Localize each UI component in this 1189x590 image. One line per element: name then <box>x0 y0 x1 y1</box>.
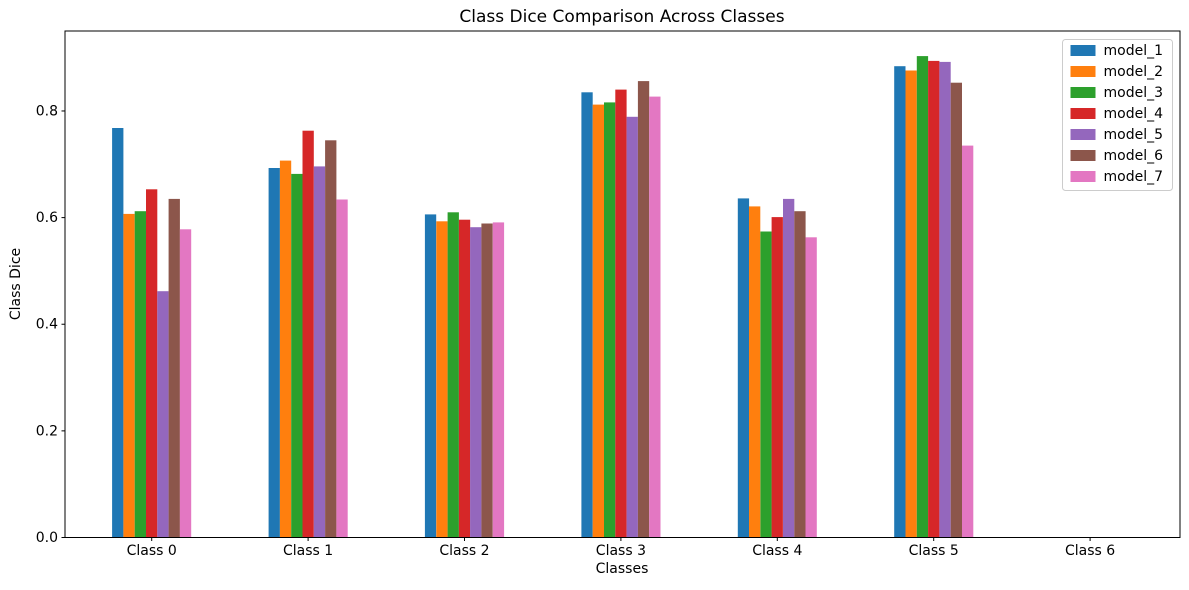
y-tick-label: 0.8 <box>36 103 58 119</box>
legend-swatch-model_1 <box>1070 45 1096 56</box>
bar-model_3-class-5 <box>916 56 929 538</box>
bar-model_5-class-4 <box>783 198 795 538</box>
bar-model_6-class-5 <box>950 82 962 538</box>
bar-model_1-class-5 <box>894 66 906 538</box>
bar-model_7-class-0 <box>179 229 192 538</box>
bar-model_4-class-3 <box>615 89 627 538</box>
legend-swatch-model_7 <box>1070 171 1096 182</box>
x-axis-label: Classes <box>596 561 649 577</box>
bar-model_3-class-3 <box>604 102 616 538</box>
bar-model_4-class-1 <box>302 130 314 538</box>
y-tick-label: 0.0 <box>36 530 58 546</box>
bar-model_3-class-2 <box>447 212 459 538</box>
bar-model_6-class-3 <box>637 81 650 538</box>
legend-label-model_6: model_6 <box>1104 148 1164 164</box>
bar-model_3-class-4 <box>760 231 772 538</box>
bar-model_1-class-1 <box>268 168 280 538</box>
bar-model_4-class-0 <box>146 189 158 538</box>
bar-model_7-class-4 <box>805 237 817 538</box>
bar-model_4-class-4 <box>771 217 783 538</box>
bar-model_1-class-3 <box>581 92 593 538</box>
x-tick-label: Class 3 <box>596 543 646 559</box>
bar-model_5-class-5 <box>939 61 951 538</box>
bar-model_7-class-3 <box>649 96 661 538</box>
bar-model_3-class-1 <box>291 173 303 538</box>
x-tick-label: Class 5 <box>909 543 959 559</box>
x-tick-label: Class 4 <box>752 543 802 559</box>
bar-model_6-class-0 <box>168 198 180 538</box>
y-tick-label: 0.6 <box>36 210 58 226</box>
bar-model_5-class-0 <box>157 291 169 538</box>
bar-model_5-class-3 <box>626 116 638 538</box>
bar-model_6-class-1 <box>325 140 337 538</box>
legend-label-model_3: model_3 <box>1104 85 1164 101</box>
legend-swatch-model_4 <box>1070 108 1096 119</box>
bar-model_2-class-5 <box>905 70 917 538</box>
bar-model_2-class-4 <box>749 206 761 538</box>
legend-label-model_5: model_5 <box>1104 127 1164 143</box>
bar-model_1-class-2 <box>424 214 437 538</box>
bar-model_7-class-1 <box>336 199 348 538</box>
legend-swatch-model_5 <box>1070 129 1096 140</box>
x-tick-label: Class 6 <box>1065 543 1115 559</box>
legend-swatch-model_6 <box>1070 150 1096 161</box>
bar-model_7-class-2 <box>492 222 505 538</box>
bar-model_2-class-1 <box>279 160 292 538</box>
bar-model_2-class-0 <box>123 213 135 538</box>
bar-model_6-class-2 <box>481 223 493 538</box>
bar-model_2-class-3 <box>592 104 604 538</box>
bar-model_6-class-4 <box>794 211 806 538</box>
bar-model_1-class-0 <box>112 128 124 538</box>
y-tick-label: 0.4 <box>36 317 58 333</box>
x-tick-label: Class 0 <box>127 543 177 559</box>
legend-label-model_2: model_2 <box>1104 64 1164 80</box>
bar-model_5-class-1 <box>313 166 326 538</box>
bar-model_2-class-2 <box>436 221 448 538</box>
y-axis-label: Class Dice <box>8 248 24 320</box>
plot-border <box>64 30 1181 538</box>
bar-model_7-class-5 <box>962 145 974 538</box>
x-tick-label: Class 2 <box>439 543 489 559</box>
legend-swatch-model_3 <box>1070 87 1096 98</box>
bar-model_1-class-4 <box>737 198 750 538</box>
bar-model_3-class-0 <box>134 211 146 538</box>
bar-model_4-class-2 <box>458 219 471 538</box>
legend-label-model_1: model_1 <box>1104 43 1164 59</box>
x-tick-label: Class 1 <box>283 543 333 559</box>
legend-label-model_7: model_7 <box>1104 169 1164 185</box>
bar-model_5-class-2 <box>470 227 482 538</box>
chart-title: Class Dice Comparison Across Classes <box>459 7 784 27</box>
y-tick-label: 0.2 <box>36 423 58 439</box>
legend-swatch-model_2 <box>1070 66 1096 77</box>
legend: model_1 model_2 model_3 model_4 model_5model… <box>1062 39 1173 191</box>
plot-area: 0.0 0.2 0.4 0.6 0.8 Class 0 Class 1 Class 2 Clas… <box>36 30 1181 559</box>
bar-model_4-class-5 <box>928 60 940 538</box>
legend-label-model_4: model_4 <box>1104 106 1164 122</box>
